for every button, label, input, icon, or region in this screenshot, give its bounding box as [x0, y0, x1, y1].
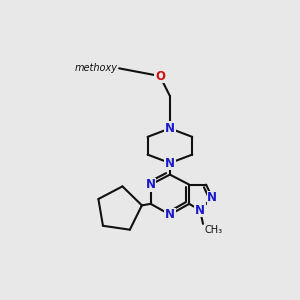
Text: N: N — [146, 178, 156, 191]
Text: O: O — [155, 70, 165, 83]
Text: N: N — [195, 203, 205, 217]
Text: methoxy: methoxy — [75, 63, 118, 73]
Text: N: N — [165, 122, 175, 135]
Text: N: N — [165, 157, 175, 169]
Text: CH₃: CH₃ — [205, 225, 223, 236]
Text: N: N — [207, 191, 217, 204]
Text: N: N — [165, 208, 175, 221]
